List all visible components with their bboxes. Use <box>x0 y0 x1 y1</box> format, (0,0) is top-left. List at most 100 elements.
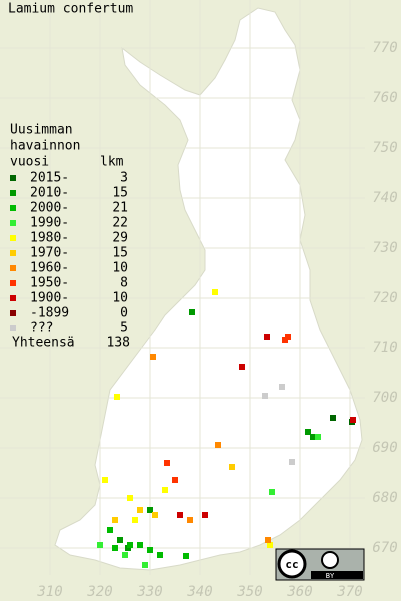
observation-square <box>147 507 153 513</box>
x-tick-label: 350 <box>236 584 262 600</box>
observation-square <box>122 552 128 558</box>
observation-square <box>107 527 113 533</box>
badge-strip <box>311 571 363 579</box>
observation-square <box>157 552 163 558</box>
observation-square <box>132 517 138 523</box>
legend-label: 2000- <box>30 201 69 216</box>
legend-label: ??? <box>30 321 53 336</box>
observation-square <box>350 417 356 423</box>
observation-square <box>215 442 221 448</box>
x-tick-label: 360 <box>286 584 312 600</box>
legend-count: 5 <box>120 321 128 336</box>
observation-square <box>239 364 245 370</box>
legend-swatch <box>10 310 16 316</box>
legend-count: 0 <box>120 306 128 321</box>
license-badge: cc BY <box>275 548 365 581</box>
total: 138 <box>107 336 130 351</box>
x-tick-label: 370 <box>336 584 362 600</box>
observation-square <box>177 512 183 518</box>
legend-swatch <box>10 220 16 226</box>
observation-square <box>147 547 153 553</box>
observation-square <box>127 495 133 501</box>
cc-icon <box>277 549 307 579</box>
observation-square <box>150 354 156 360</box>
legend-swatch <box>10 250 16 256</box>
x-tick-label: 310 <box>36 584 62 600</box>
observation-square <box>189 309 195 315</box>
legend-swatch <box>10 205 16 211</box>
observation-square <box>265 537 271 543</box>
y-tick-label: 700 <box>372 390 397 406</box>
legend-count: 15 <box>112 186 128 201</box>
legend-swatch <box>10 280 16 286</box>
legend-count: 15 <box>112 246 128 261</box>
grid <box>0 0 365 575</box>
observation-square <box>315 434 321 440</box>
map-title: Lamium confertum <box>8 2 133 17</box>
observation-square <box>269 489 275 495</box>
legend-label: 1960- <box>30 261 69 276</box>
legend-count: 3 <box>120 171 128 186</box>
x-tick-label: 320 <box>86 584 112 600</box>
observation-square <box>285 334 291 340</box>
y-tick-label: 710 <box>372 340 397 356</box>
observation-square <box>112 545 118 551</box>
observation-square <box>117 537 123 543</box>
y-tick-label: 680 <box>372 490 397 506</box>
legend-heading: havainnon <box>10 139 80 154</box>
legend-label: 2010- <box>30 186 69 201</box>
y-tick-label: 720 <box>372 290 397 306</box>
observation-square <box>137 542 143 548</box>
observation-square <box>183 553 189 559</box>
observation-square <box>127 542 133 548</box>
observation-square <box>264 334 270 340</box>
observation-square <box>162 487 168 493</box>
observation-square <box>97 542 103 548</box>
legend-label: 1950- <box>30 276 69 291</box>
observation-square <box>289 459 295 465</box>
observation-square <box>164 460 170 466</box>
legend-swatch <box>10 235 16 241</box>
observation-square <box>137 507 143 513</box>
y-tick-label: 730 <box>372 240 397 256</box>
observation-square <box>267 542 273 548</box>
total-label: Yhteensä <box>12 336 75 351</box>
legend-label: 1990- <box>30 216 69 231</box>
y-tick-label: 740 <box>372 190 397 206</box>
legend-heading: vuosi <box>10 155 49 170</box>
observation-square <box>330 415 336 421</box>
observation-square <box>114 394 120 400</box>
observation-square <box>102 477 108 483</box>
observation-square <box>172 477 178 483</box>
x-tick-label: 330 <box>136 584 162 600</box>
legend-swatch <box>10 175 16 181</box>
y-tick-label: 750 <box>372 140 397 156</box>
observation-square <box>262 393 268 399</box>
legend-count: 21 <box>112 201 128 216</box>
observation-square <box>112 517 118 523</box>
legend-swatch <box>10 325 16 331</box>
observation-square <box>279 384 285 390</box>
observation-square <box>229 464 235 470</box>
legend-count: 8 <box>120 276 128 291</box>
legend-swatch <box>10 190 16 196</box>
observation-square <box>152 512 158 518</box>
observation-square <box>305 429 311 435</box>
legend-count: 29 <box>112 231 128 246</box>
y-tick-label: 670 <box>372 540 397 556</box>
observation-square <box>212 289 218 295</box>
observations <box>97 289 356 568</box>
legend-count: 10 <box>112 291 128 306</box>
legend-label: 2015- <box>30 171 69 186</box>
x-tick-label: 340 <box>186 584 212 600</box>
legend-swatch <box>10 295 16 301</box>
legend-swatch <box>10 265 16 271</box>
legend-label: 1980- <box>30 231 69 246</box>
cc-text: cc <box>285 558 298 571</box>
y-tick-label: 770 <box>372 40 397 56</box>
legend-heading: Uusimman <box>10 123 73 138</box>
legend-count-heading: lkm <box>100 155 124 170</box>
legend-label: -1899 <box>30 306 69 321</box>
